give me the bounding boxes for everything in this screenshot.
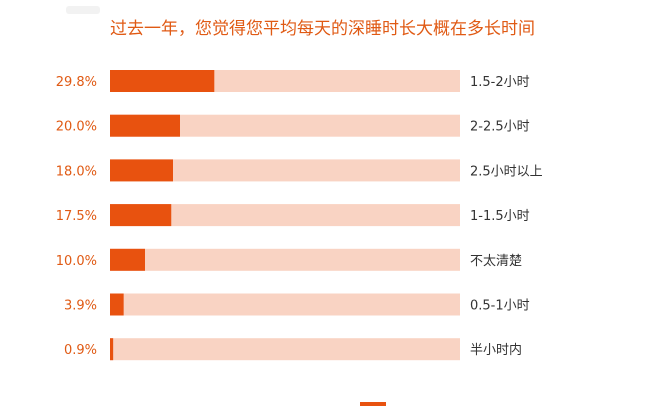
bar-fill: [110, 338, 114, 361]
chart-title: 过去一年，您觉得您平均每天的深睡时长大概在多长时间: [110, 19, 535, 39]
bar-fill: [110, 248, 145, 271]
bar-fill: [110, 70, 215, 92]
value-label: 3.9%: [64, 299, 97, 314]
value-label: 29.8%: [56, 75, 97, 90]
bar-track: [110, 204, 460, 227]
bar-fill: [110, 159, 173, 182]
value-label: 18.0%: [56, 164, 97, 179]
value-label: 17.5%: [56, 209, 97, 224]
bar-track: [110, 338, 460, 361]
bar-row: 0.9% 半小时内: [64, 338, 522, 361]
category-label: 1.5-2小时: [470, 75, 530, 90]
faint-header-mark: [66, 6, 100, 14]
bar-row: 29.8% 1.5-2小时: [56, 70, 530, 92]
bar-fill: [110, 114, 180, 137]
bar-row: 10.0% 不太清楚: [56, 248, 522, 271]
category-label: 半小时内: [470, 342, 522, 358]
bar-row: 20.0% 2-2.5小时: [56, 114, 530, 137]
bottom-accent-bar: [360, 402, 386, 406]
category-label: 2.5小时以上: [470, 164, 543, 179]
bar-row: 3.9% 0.5-1小时: [64, 293, 530, 316]
bar-track: [110, 248, 460, 271]
bar-track: [110, 159, 460, 182]
value-label: 0.9%: [64, 343, 97, 358]
category-label: 不太清楚: [470, 254, 522, 269]
category-label: 0.5-1小时: [470, 299, 530, 314]
value-label: 10.0%: [56, 254, 97, 269]
bar-row: 18.0% 2.5小时以上: [56, 159, 543, 182]
bar-track: [110, 293, 460, 316]
bar-fill: [110, 204, 172, 227]
value-label: 20.0%: [56, 120, 97, 135]
bar-rows: 29.8% 1.5-2小时 20.0% 2-2.5小时 18.0% 2.5小时以上 17.5…: [56, 70, 543, 361]
category-label: 2-2.5小时: [470, 120, 530, 135]
category-label: 1-1.5小时: [470, 209, 530, 224]
bar-track: [110, 114, 460, 137]
bar-row: 17.5% 1-1.5小时: [56, 204, 530, 227]
bar-fill: [110, 293, 124, 316]
